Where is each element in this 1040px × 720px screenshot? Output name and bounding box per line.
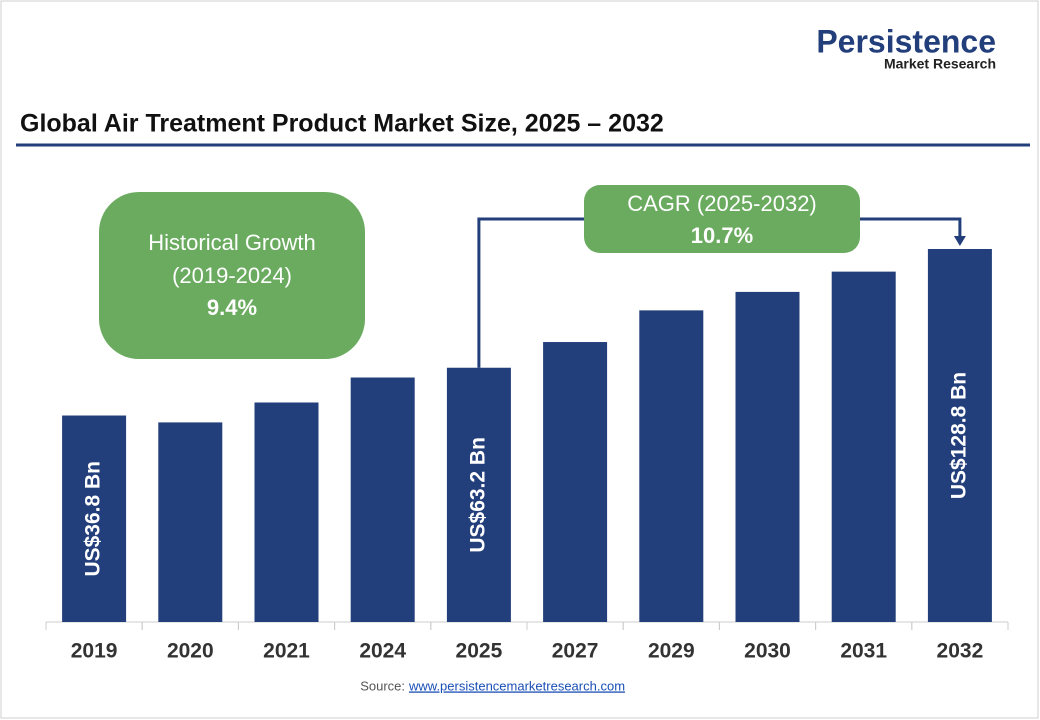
x-tick-label: 2031 (840, 640, 887, 663)
historical-period: (2019-2024) (172, 263, 292, 288)
x-tick-label: 2024 (359, 640, 406, 663)
cagr-label: CAGR (2025-2032) (627, 191, 817, 216)
historical-label: Historical Growth (148, 230, 315, 255)
x-tick-label: 2020 (167, 640, 214, 663)
logo-name: Persistence (816, 23, 996, 59)
x-tick-label: 2019 (71, 640, 118, 663)
value-label: US$128.8 Bn (947, 372, 970, 499)
x-tick-label: 2029 (648, 640, 695, 663)
value-label: US$36.8 Bn (82, 461, 105, 577)
bar (927, 249, 992, 622)
bar (62, 415, 127, 622)
x-tick-label: 2032 (937, 640, 984, 663)
bar (446, 367, 511, 622)
historical-rate: 9.4% (207, 295, 257, 320)
cagr-box (584, 185, 860, 253)
chart-title: Global Air Treatment Product Market Size… (20, 110, 664, 138)
bar (639, 310, 704, 622)
historical-box (99, 192, 365, 359)
bar (543, 342, 608, 622)
cagr-rate: 10.7% (691, 223, 753, 248)
logo-subtitle: Market Research (884, 56, 996, 72)
bar (831, 271, 896, 622)
x-tick-label: 2021 (263, 640, 310, 663)
source-link[interactable]: www.persistencemarketresearch.com (408, 678, 625, 693)
value-label: US$63.2 Bn (466, 437, 489, 553)
cagr-arrow (953, 236, 966, 246)
bar (158, 422, 223, 622)
x-tick-label: 2030 (744, 640, 791, 663)
bar (350, 377, 415, 622)
x-tick-label: 2027 (552, 640, 599, 663)
bar (254, 402, 319, 622)
source-label: Source: (360, 678, 405, 693)
x-tick-label: 2025 (456, 640, 503, 663)
bar (735, 291, 800, 622)
